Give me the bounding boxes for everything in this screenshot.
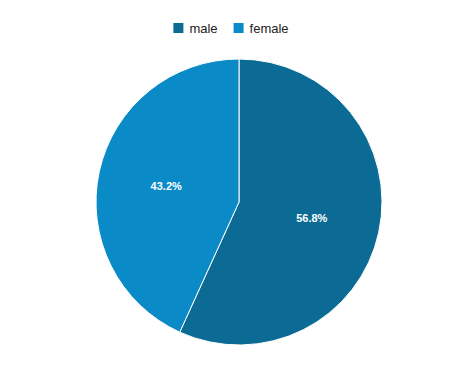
svg-text:male: male — [189, 21, 217, 36]
svg-text:female: female — [250, 21, 289, 36]
svg-text:56.8%: 56.8% — [296, 212, 327, 224]
svg-text:43.2%: 43.2% — [151, 180, 182, 192]
